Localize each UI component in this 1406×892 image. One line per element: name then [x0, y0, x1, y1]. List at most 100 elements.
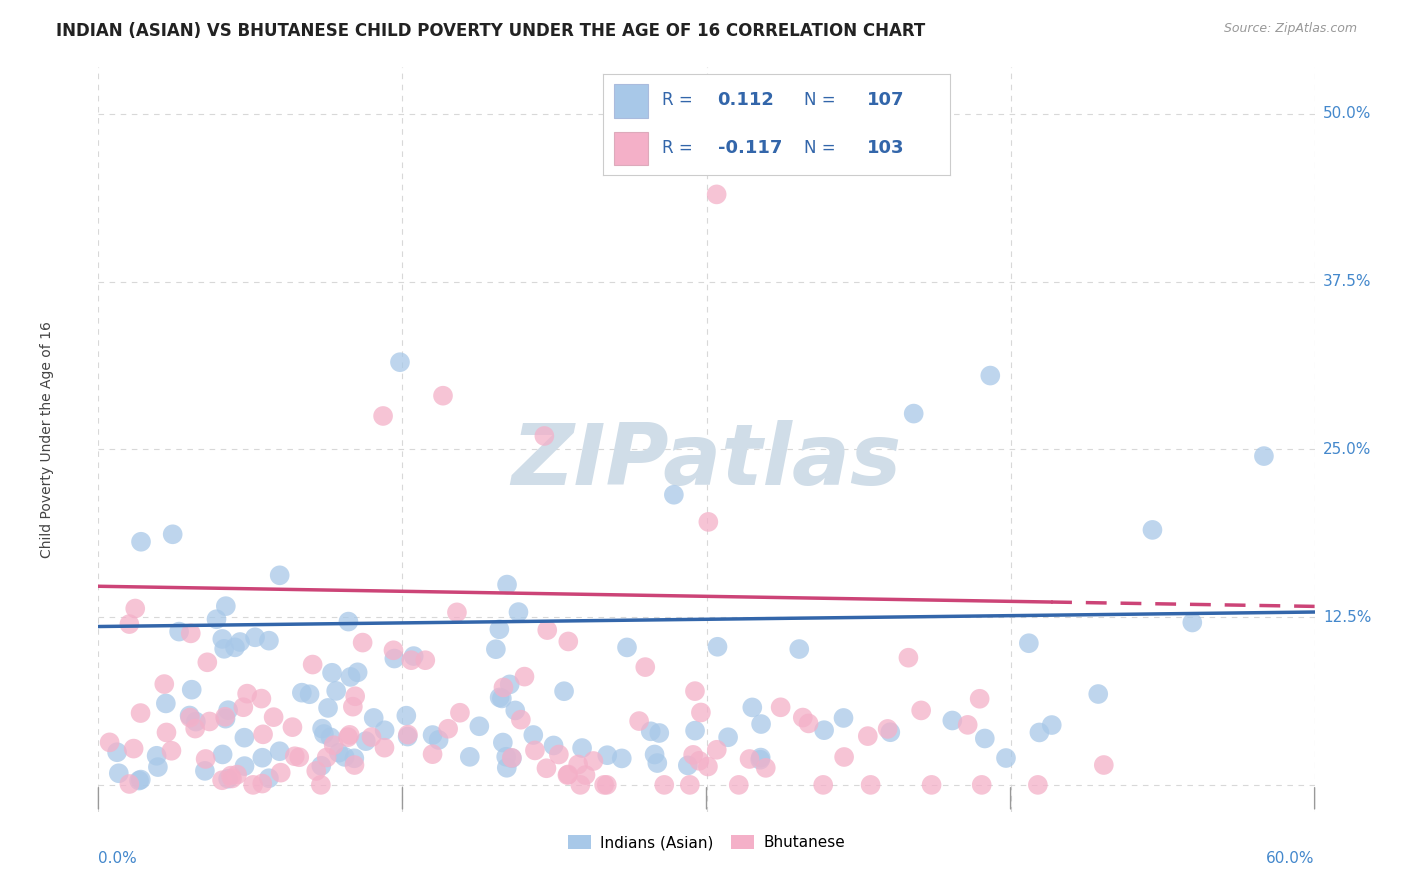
Point [224, 640, 246, 655]
Point [640, 724, 662, 739]
Text: Child Poverty Under the Age of 16: Child Poverty Under the Age of 16 [41, 321, 55, 558]
Point [797, 716, 820, 731]
Point [129, 706, 152, 720]
Point [1253, 449, 1275, 463]
Point [513, 670, 536, 684]
Point [427, 732, 450, 747]
Point [749, 750, 772, 764]
Point [832, 711, 855, 725]
Point [876, 722, 898, 736]
Text: Source: ZipAtlas.com: Source: ZipAtlas.com [1223, 22, 1357, 36]
Point [522, 728, 544, 742]
Point [396, 730, 419, 744]
Point [533, 429, 555, 443]
Point [354, 734, 377, 748]
Point [676, 758, 699, 772]
Point [859, 778, 882, 792]
Point [488, 623, 510, 637]
Point [252, 727, 274, 741]
Point [697, 515, 720, 529]
Point [832, 750, 855, 764]
Point [567, 757, 589, 772]
Point [1028, 725, 1050, 739]
Text: 12.5%: 12.5% [1323, 609, 1371, 624]
Point [536, 761, 558, 775]
Text: 60.0%: 60.0% [1267, 851, 1315, 865]
Point [343, 758, 366, 772]
Point [232, 700, 254, 714]
Point [682, 747, 704, 762]
Text: ZIPatlas: ZIPatlas [512, 420, 901, 503]
Point [769, 700, 792, 714]
Point [402, 649, 425, 664]
Point [574, 768, 596, 782]
Point [616, 640, 638, 655]
Point [269, 568, 291, 582]
Point [184, 714, 207, 729]
Point [342, 699, 364, 714]
Point [634, 660, 657, 674]
Point [215, 599, 238, 614]
Point [217, 772, 239, 786]
Point [879, 725, 901, 739]
Point [499, 677, 522, 691]
Point [321, 665, 343, 680]
Point [252, 750, 274, 764]
Point [501, 751, 523, 765]
Point [118, 617, 141, 632]
Point [652, 778, 675, 792]
Point [263, 710, 285, 724]
Point [343, 751, 366, 765]
Point [749, 753, 772, 767]
Point [973, 731, 995, 746]
Point [242, 778, 264, 792]
Point [322, 738, 344, 752]
Point [211, 632, 233, 646]
Point [205, 612, 228, 626]
Point [492, 735, 515, 749]
Point [145, 748, 167, 763]
Point [645, 756, 668, 770]
Point [437, 722, 460, 736]
Point [363, 711, 385, 725]
Point [688, 754, 710, 768]
Point [105, 745, 128, 759]
Point [811, 778, 834, 792]
Point [352, 635, 374, 649]
Point [582, 754, 605, 768]
Point [167, 624, 190, 639]
Point [270, 765, 292, 780]
Point [337, 615, 360, 629]
Point [333, 750, 356, 764]
Text: 50.0%: 50.0% [1323, 106, 1371, 121]
Point [503, 703, 526, 717]
Text: 0.0%: 0.0% [98, 851, 138, 865]
Point [288, 750, 311, 764]
Point [160, 744, 183, 758]
Point [446, 605, 468, 619]
Point [221, 772, 243, 786]
Point [281, 720, 304, 734]
Point [787, 642, 810, 657]
Point [396, 728, 419, 742]
Point [903, 407, 925, 421]
Point [124, 601, 146, 615]
Point [910, 703, 932, 717]
Point [648, 726, 671, 740]
Point [315, 750, 337, 764]
Point [214, 712, 236, 726]
Point [382, 651, 405, 665]
Point [155, 725, 177, 739]
Point [1087, 687, 1109, 701]
Point [339, 670, 361, 684]
Point [128, 773, 150, 788]
Point [118, 777, 141, 791]
Point [269, 744, 291, 758]
Point [311, 758, 333, 772]
Point [596, 778, 619, 792]
Point [706, 743, 728, 757]
Point [211, 747, 233, 762]
Point [1026, 778, 1049, 792]
Point [422, 728, 444, 742]
Point [717, 731, 740, 745]
